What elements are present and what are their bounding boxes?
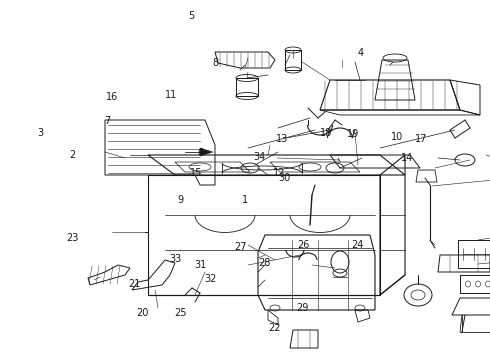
- Bar: [460, 275, 490, 293]
- Text: 22: 22: [268, 323, 281, 333]
- Text: 24: 24: [351, 240, 364, 250]
- Text: 16: 16: [106, 92, 118, 102]
- Text: 25: 25: [174, 308, 187, 318]
- Text: 9: 9: [177, 195, 183, 205]
- Text: 26: 26: [297, 240, 310, 250]
- Text: 23: 23: [66, 233, 79, 243]
- Text: 3: 3: [37, 128, 43, 138]
- Text: 29: 29: [296, 303, 309, 313]
- Text: 31: 31: [195, 260, 207, 270]
- Bar: [458, 240, 490, 268]
- Polygon shape: [200, 148, 213, 156]
- Text: 2: 2: [70, 150, 75, 160]
- Bar: [236, 78, 258, 96]
- Text: 33: 33: [170, 254, 181, 264]
- Text: 18: 18: [320, 128, 332, 138]
- Text: 10: 10: [391, 132, 403, 142]
- Text: 8: 8: [213, 58, 219, 68]
- Text: 28: 28: [258, 258, 271, 268]
- Text: 27: 27: [234, 242, 246, 252]
- Text: 12: 12: [273, 168, 286, 178]
- Text: 34: 34: [254, 152, 266, 162]
- Text: 20: 20: [136, 308, 148, 318]
- Text: 6: 6: [198, 148, 204, 158]
- Text: 4: 4: [357, 48, 363, 58]
- Text: 14: 14: [401, 153, 413, 163]
- Text: 13: 13: [275, 134, 288, 144]
- Text: 11: 11: [166, 90, 177, 100]
- Text: 15: 15: [190, 168, 202, 178]
- Text: 17: 17: [415, 134, 428, 144]
- Text: 5: 5: [188, 11, 194, 21]
- Text: 19: 19: [347, 129, 359, 139]
- Text: 1: 1: [242, 195, 248, 205]
- Bar: [285, 50, 301, 70]
- Text: 7: 7: [105, 116, 111, 126]
- Text: 30: 30: [278, 173, 290, 183]
- Text: 32: 32: [204, 274, 217, 284]
- Text: 21: 21: [128, 279, 141, 289]
